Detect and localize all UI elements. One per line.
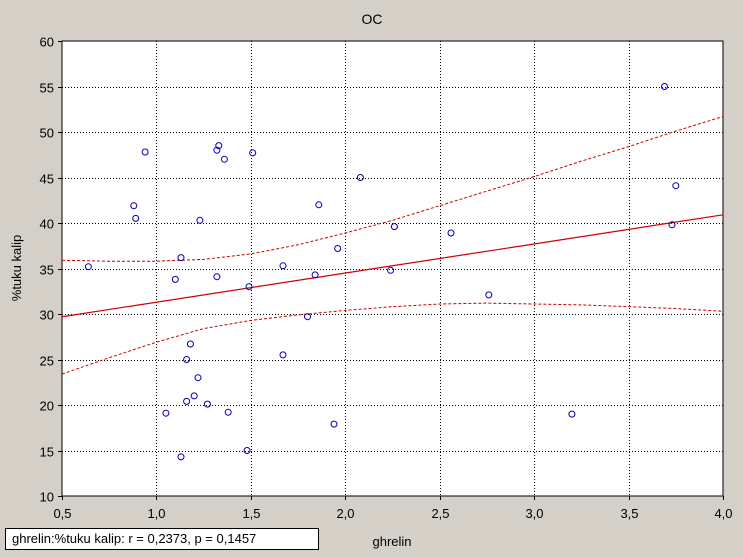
regression-layer xyxy=(61,214,724,318)
data-point xyxy=(186,340,194,348)
data-point xyxy=(245,283,253,291)
data-point xyxy=(196,216,204,224)
data-point xyxy=(190,392,198,400)
statistics-box: ghrelin:%tuku kalip: r = 0,2373, p = 0,1… xyxy=(5,528,319,550)
y-tick-label: 45 xyxy=(40,172,54,187)
data-point xyxy=(130,202,138,210)
x-tick-label: 2,0 xyxy=(336,506,354,521)
data-point xyxy=(279,262,287,270)
data-point xyxy=(315,201,323,209)
data-point xyxy=(215,142,223,150)
data-point xyxy=(177,453,185,461)
y-tick-label: 55 xyxy=(40,81,54,96)
y-tick-label: 30 xyxy=(40,308,54,323)
chart-title: OC xyxy=(362,11,383,27)
x-tick-label: 1,0 xyxy=(147,506,165,521)
x-tick-label: 0,5 xyxy=(53,506,71,521)
y-tick-label: 35 xyxy=(40,263,54,278)
data-point xyxy=(203,400,211,408)
axis-ticks: 0,5 1,0 1,5 2,0 2,5 3,0 3,5 4,0 10 15 20 25 30 35 40 45… xyxy=(40,35,733,522)
data-point xyxy=(485,291,493,299)
x-tick-label: 3,5 xyxy=(620,506,638,521)
data-point xyxy=(568,410,576,418)
data-point xyxy=(84,263,92,271)
data-point xyxy=(132,214,140,222)
y-tick-label: 50 xyxy=(40,126,54,141)
x-tick-label: 3,0 xyxy=(525,506,543,521)
data-point xyxy=(224,408,232,416)
data-point xyxy=(243,447,251,454)
data-point xyxy=(311,271,319,279)
x-tick-label: 2,5 xyxy=(431,506,449,521)
x-axis-label: ghrelin xyxy=(372,534,411,549)
data-point xyxy=(177,254,185,262)
data-point xyxy=(183,397,191,405)
y-tick-label: 60 xyxy=(40,35,54,50)
y-tick-label: 20 xyxy=(40,399,54,414)
confidence-upper-line xyxy=(61,116,724,262)
data-point xyxy=(162,409,170,417)
data-point xyxy=(141,148,149,156)
data-point xyxy=(183,356,191,363)
y-tick-label: 15 xyxy=(40,445,54,460)
y-tick-label: 40 xyxy=(40,217,54,232)
x-tick-label: 1,5 xyxy=(242,506,260,521)
data-point xyxy=(390,223,398,231)
confidence-lower-line xyxy=(61,302,724,375)
regression-line xyxy=(61,214,724,318)
confidence-bands xyxy=(61,116,724,375)
data-point xyxy=(447,229,455,237)
y-tick-label: 10 xyxy=(40,490,54,505)
data-point xyxy=(387,266,395,274)
y-axis-label: %tuku kalip xyxy=(9,235,24,301)
grid-lines xyxy=(62,41,723,496)
data-point xyxy=(304,313,311,321)
data-point xyxy=(213,273,221,281)
y-tick-label: 25 xyxy=(40,354,54,369)
data-points xyxy=(84,83,680,461)
data-point xyxy=(672,182,680,190)
data-point xyxy=(330,420,338,428)
data-point xyxy=(249,149,257,157)
data-point xyxy=(220,155,228,163)
data-point xyxy=(661,83,668,90)
data-point xyxy=(668,221,676,229)
data-point xyxy=(194,374,202,382)
x-tick-label: 4,0 xyxy=(714,506,732,521)
plot-area xyxy=(61,40,724,497)
data-point xyxy=(171,275,179,283)
data-point xyxy=(334,245,342,252)
statistics-label: ghrelin:%tuku kalip: r = 0,2373, p = 0,1… xyxy=(12,531,257,546)
data-point xyxy=(279,351,287,359)
data-point xyxy=(213,146,221,154)
data-point xyxy=(356,174,364,181)
